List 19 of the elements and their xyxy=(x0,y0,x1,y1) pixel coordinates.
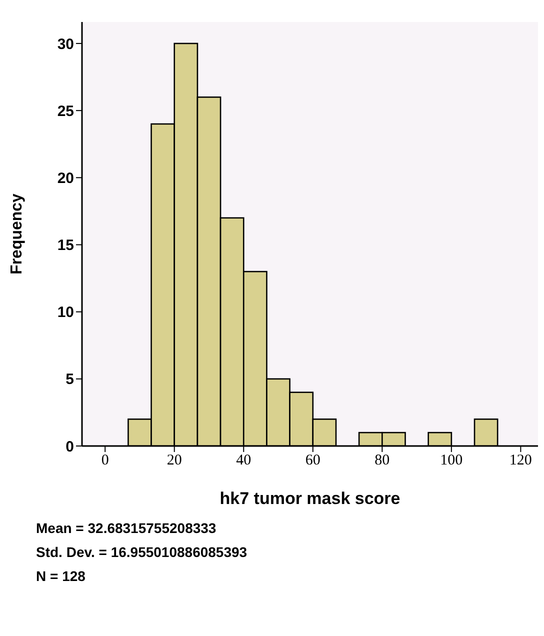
x-tick-label: 40 xyxy=(236,452,252,469)
y-tick-label: 15 xyxy=(57,237,74,254)
y-axis-title: Frequency xyxy=(8,193,26,274)
x-tick-label: 120 xyxy=(509,452,532,469)
x-tick-label: 60 xyxy=(305,452,320,469)
text: N = 128 xyxy=(36,567,86,586)
x-tick-label: 20 xyxy=(166,452,182,469)
y-tick-label: 0 xyxy=(66,438,74,456)
text: Mean = 32.68315755208333 xyxy=(36,519,218,538)
x-tick-label: 0 xyxy=(101,452,109,469)
y-tick-label: 30 xyxy=(57,36,74,53)
x-tick-label: 100 xyxy=(440,452,463,469)
y-tick-label: 5 xyxy=(66,371,74,388)
x-axis-title: hk7 tumor mask score xyxy=(220,489,400,508)
y-tick-label: 25 xyxy=(57,102,74,120)
x-tick-label: 80 xyxy=(374,452,390,469)
y-tick-label: 20 xyxy=(57,170,74,187)
y-tick-label: 10 xyxy=(57,304,74,322)
text: Std. Dev. = 16.955010886085393 xyxy=(36,543,248,562)
